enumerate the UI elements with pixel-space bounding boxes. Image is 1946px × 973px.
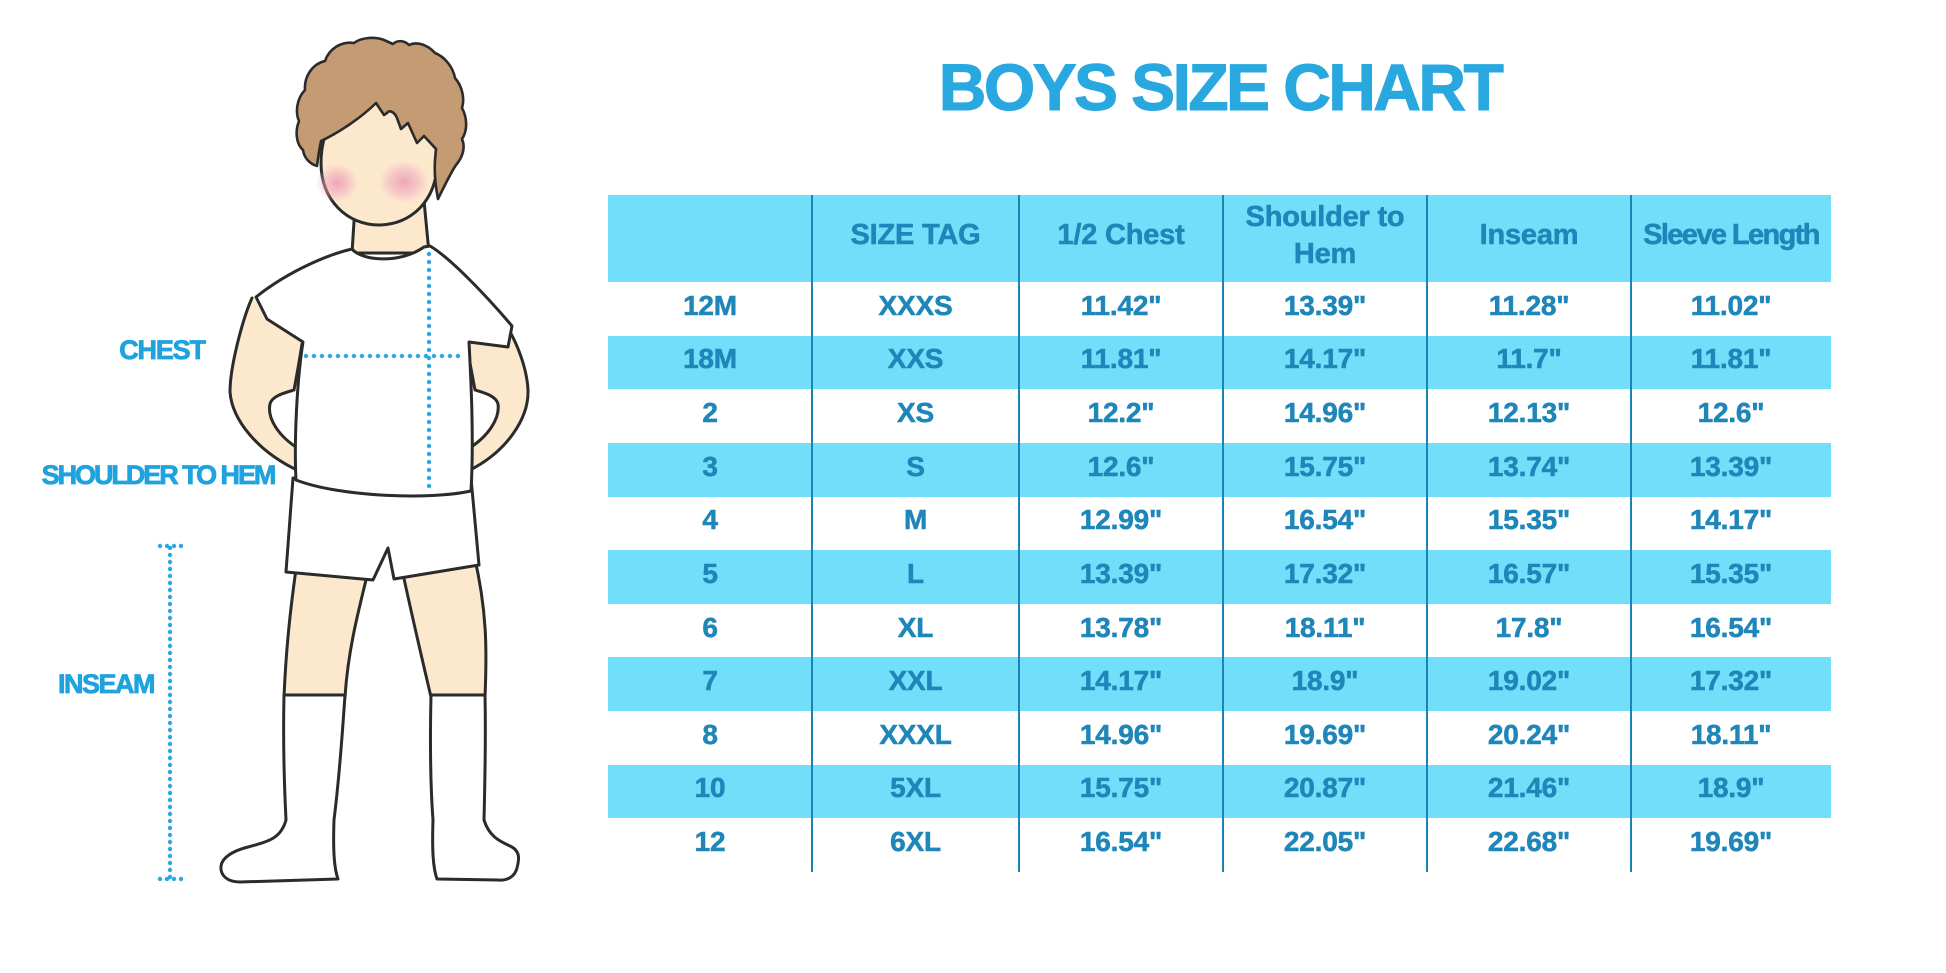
svg-text:SHOULDER TO HEM: SHOULDER TO HEM [42, 460, 275, 490]
svg-text:INSEAM: INSEAM [58, 669, 154, 699]
svg-text:CHEST: CHEST [119, 335, 206, 365]
